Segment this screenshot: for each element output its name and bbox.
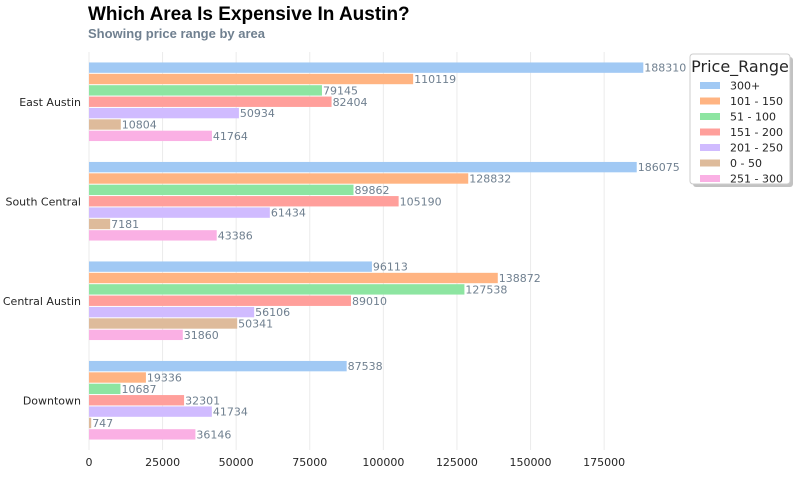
legend-swatch bbox=[700, 82, 720, 89]
bar bbox=[89, 96, 332, 107]
legend-entry: 51 - 100 bbox=[730, 111, 776, 124]
bar bbox=[89, 372, 146, 383]
chart-title: Which Area Is Expensive In Austin? bbox=[88, 4, 410, 25]
value-axis: 0 25000 50000 75000 100000 125000 150000 175000 bbox=[86, 456, 626, 469]
legend: Price_Range 300+ 101 - 150 51 - 100 151 - 2… bbox=[689, 53, 793, 187]
x-tick-label: 0 bbox=[86, 456, 93, 469]
legend-title: Price_Range bbox=[691, 57, 789, 77]
legend-entry: 201 - 250 bbox=[730, 142, 783, 155]
bar bbox=[89, 196, 399, 207]
bar bbox=[89, 119, 121, 130]
bar bbox=[89, 218, 111, 230]
data-label: 43386 bbox=[218, 229, 253, 242]
bars bbox=[89, 62, 644, 440]
data-label: 747 bbox=[92, 417, 113, 430]
bar bbox=[89, 406, 212, 417]
data-label: 82404 bbox=[333, 96, 368, 109]
bar bbox=[89, 73, 414, 85]
data-label: 105190 bbox=[400, 195, 442, 208]
data-label: 32301 bbox=[185, 394, 220, 407]
bar bbox=[89, 107, 239, 119]
bar bbox=[89, 284, 465, 295]
legend-swatch bbox=[700, 159, 720, 167]
chart-subtitle: Showing price range by area bbox=[88, 26, 266, 41]
category-label: East Austin bbox=[19, 96, 81, 109]
legend-entry: 151 - 200 bbox=[730, 126, 783, 139]
x-tick-label: 150000 bbox=[510, 456, 552, 469]
bar bbox=[89, 85, 322, 96]
legend-swatch bbox=[700, 113, 720, 120]
x-tick-label: 75000 bbox=[292, 456, 327, 469]
bar bbox=[89, 395, 185, 406]
data-label: 31860 bbox=[184, 329, 219, 342]
x-tick-label: 125000 bbox=[436, 456, 478, 469]
bar bbox=[89, 383, 121, 395]
bar bbox=[89, 261, 372, 272]
data-label: 89862 bbox=[355, 184, 390, 197]
data-label: 7181 bbox=[111, 218, 139, 231]
data-label: 96113 bbox=[373, 261, 408, 274]
bar bbox=[89, 207, 270, 218]
data-label: 10687 bbox=[121, 383, 156, 396]
data-label: 19336 bbox=[147, 372, 182, 385]
gridlines bbox=[88, 52, 605, 450]
category-label: Central Austin bbox=[3, 295, 81, 308]
bar bbox=[89, 417, 92, 429]
bar bbox=[89, 161, 637, 173]
data-label: 89010 bbox=[352, 295, 387, 308]
data-label: 79145 bbox=[323, 84, 358, 97]
data-label: 138872 bbox=[499, 272, 541, 285]
x-tick-label: 25000 bbox=[145, 456, 180, 469]
bar bbox=[89, 130, 212, 142]
legend-entry: 251 - 300 bbox=[730, 173, 783, 186]
data-label: 41734 bbox=[213, 406, 248, 419]
data-label: 56106 bbox=[255, 306, 290, 319]
legend-entry: 0 - 50 bbox=[730, 157, 762, 170]
legend-entry: 101 - 150 bbox=[730, 95, 783, 108]
bar bbox=[89, 173, 469, 184]
bar bbox=[89, 184, 354, 196]
bar bbox=[89, 306, 255, 318]
legend-items: 300+ 101 - 150 51 - 100 151 - 200 201 - 250 0… bbox=[700, 80, 783, 186]
bar bbox=[89, 272, 498, 284]
legend-swatch bbox=[700, 175, 720, 182]
data-label: 127538 bbox=[465, 283, 507, 296]
category-axis: East Austin South Central Central Austin Do… bbox=[3, 96, 81, 408]
data-label: 61434 bbox=[271, 207, 306, 220]
category-label: South Central bbox=[5, 195, 81, 208]
bar bbox=[89, 329, 183, 341]
x-tick-label: 50000 bbox=[219, 456, 254, 469]
data-label: 36146 bbox=[196, 428, 231, 441]
bar bbox=[89, 62, 644, 73]
data-label: 41764 bbox=[213, 130, 248, 143]
data-label: 50934 bbox=[240, 107, 275, 120]
data-label: 110119 bbox=[414, 73, 456, 86]
legend-swatch bbox=[700, 97, 720, 105]
bar bbox=[89, 295, 352, 306]
data-label: 188310 bbox=[644, 62, 686, 75]
bar bbox=[89, 360, 347, 372]
bar bbox=[89, 318, 238, 329]
data-label: 10804 bbox=[122, 118, 157, 131]
bar bbox=[89, 230, 217, 241]
legend-entry: 300+ bbox=[730, 80, 760, 93]
data-label: 50341 bbox=[238, 317, 273, 330]
x-tick-label: 100000 bbox=[362, 456, 404, 469]
legend-swatch bbox=[700, 144, 720, 151]
bar bbox=[89, 429, 196, 440]
data-label: 186075 bbox=[638, 161, 680, 174]
x-tick-label: 175000 bbox=[583, 456, 625, 469]
data-label: 87538 bbox=[348, 360, 383, 373]
data-label: 128832 bbox=[469, 173, 511, 186]
category-label: Downtown bbox=[23, 394, 81, 407]
legend-swatch bbox=[700, 128, 720, 136]
